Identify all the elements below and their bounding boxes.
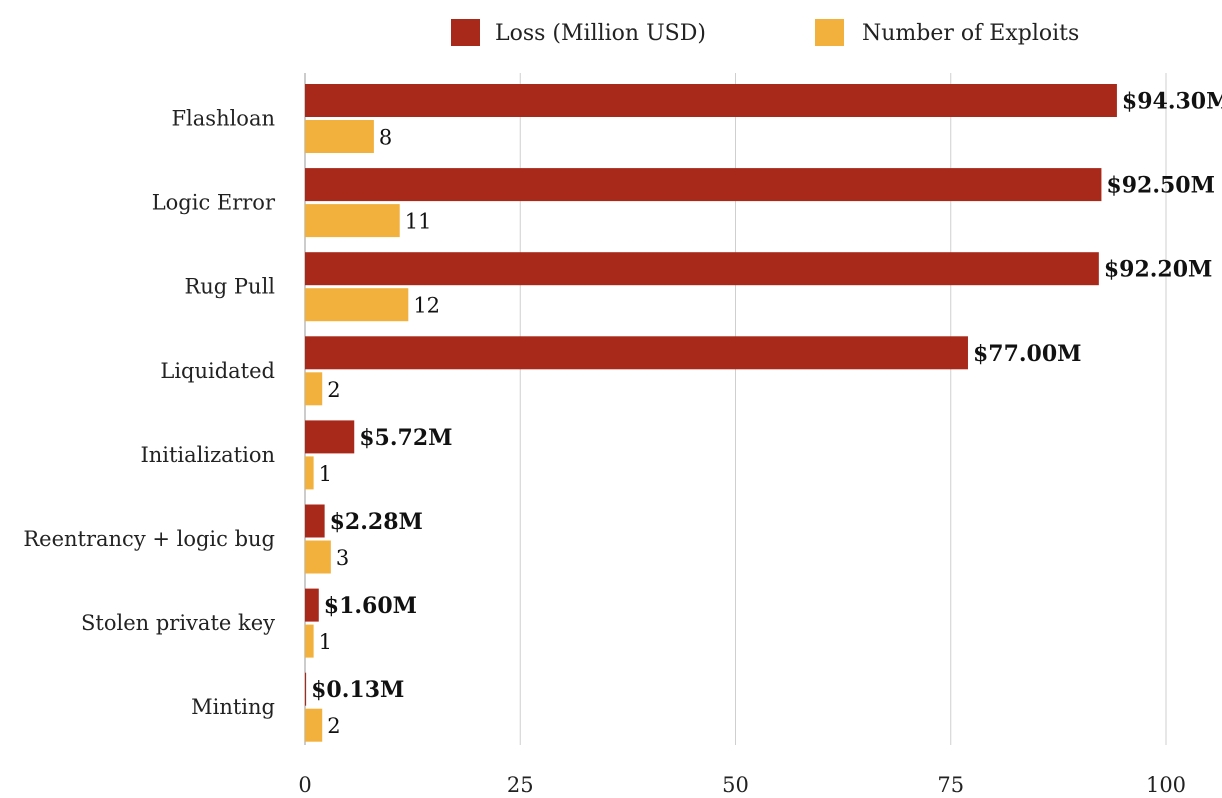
category-label: Rug Pull	[184, 275, 275, 299]
value-label-loss: $77.00M	[973, 341, 1082, 367]
value-label-exploits: 12	[413, 294, 440, 318]
category-label: Minting	[191, 695, 275, 719]
category-labels: Flashloan Logic Error Rug Pull Liquidated In…	[23, 107, 276, 720]
bar-loss	[305, 672, 307, 706]
category-label: Flashloan	[171, 107, 275, 131]
bar-exploits	[305, 372, 323, 406]
bar-loss	[305, 420, 355, 454]
x-tick-label: 25	[507, 773, 534, 797]
bar-loss	[305, 252, 1099, 286]
category-label: Reentrancy + logic bug	[23, 527, 275, 551]
bar-loss	[305, 336, 968, 370]
category-label: Liquidated	[160, 359, 275, 383]
x-tick-label: 0	[298, 773, 311, 797]
value-label-loss: $92.20M	[1104, 257, 1213, 283]
bar-exploits	[305, 708, 323, 742]
value-label-exploits: 1	[319, 462, 332, 486]
bar-exploits	[305, 204, 400, 238]
bars	[305, 84, 1117, 742]
value-label-exploits: 3	[336, 546, 349, 570]
bar-exploits	[305, 120, 374, 153]
value-labels: $94.30M8$92.50M11$92.20M12$77.00M2$5.72M…	[311, 89, 1222, 739]
bar-loss	[305, 588, 319, 622]
x-axis-tick-labels: 0 25 50 75 100	[298, 773, 1186, 797]
value-label-exploits: 8	[379, 126, 392, 150]
value-label-exploits: 11	[405, 210, 432, 234]
bar-loss	[305, 84, 1117, 117]
bar-loss	[305, 504, 325, 538]
x-tick-label: 75	[937, 773, 964, 797]
legend-swatch-exploits	[815, 19, 844, 46]
x-tick-label: 50	[722, 773, 749, 797]
value-label-loss: $2.28M	[330, 509, 423, 535]
legend: Loss (Million USD) Number of Exploits	[451, 19, 1079, 46]
value-label-loss: $94.30M	[1122, 89, 1222, 115]
category-label: Logic Error	[152, 191, 276, 215]
value-label-exploits: 2	[327, 378, 340, 402]
bar-exploits	[305, 456, 314, 490]
legend-label-loss: Loss (Million USD)	[495, 21, 706, 46]
value-label-exploits: 2	[327, 714, 340, 738]
value-label-loss: $92.50M	[1106, 173, 1215, 199]
bar-exploits	[305, 624, 314, 658]
bar-exploits	[305, 540, 331, 574]
category-label: Stolen private key	[81, 611, 275, 635]
x-tick-label: 100	[1146, 773, 1186, 797]
value-label-exploits: 1	[319, 630, 332, 654]
value-label-loss: $0.13M	[311, 677, 404, 703]
value-label-loss: $1.60M	[324, 593, 417, 619]
bar-loss	[305, 168, 1102, 202]
value-label-loss: $5.72M	[359, 425, 452, 451]
bar-exploits	[305, 288, 409, 322]
category-label: Initialization	[140, 443, 275, 467]
legend-label-exploits: Number of Exploits	[862, 21, 1079, 46]
legend-swatch-loss	[451, 19, 480, 46]
